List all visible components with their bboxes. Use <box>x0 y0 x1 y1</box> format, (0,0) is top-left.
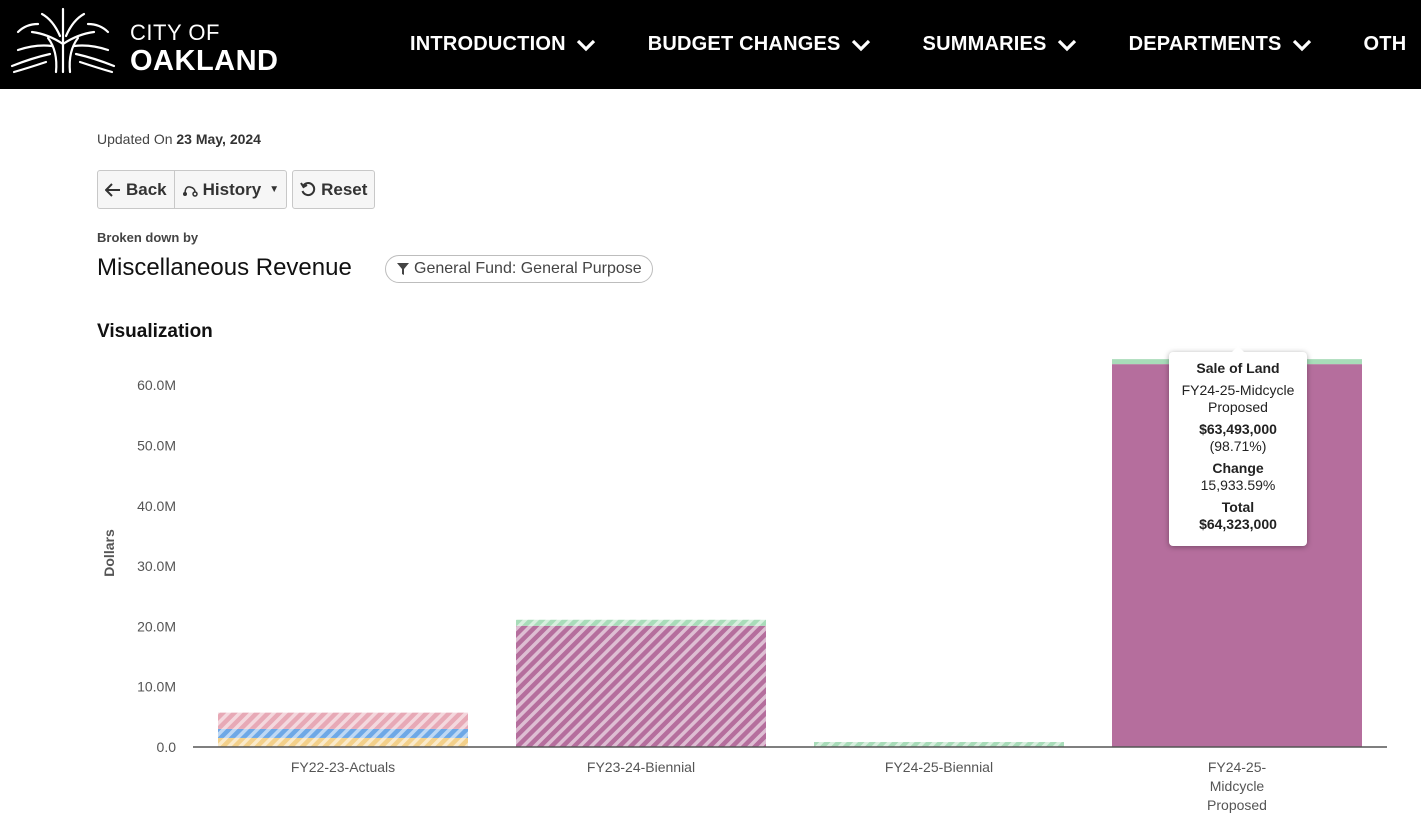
tooltip-change-label: Change <box>1212 460 1264 476</box>
y-tick-label: 10.0M <box>137 679 176 695</box>
filter-icon <box>397 263 409 275</box>
history-route-icon <box>182 185 198 197</box>
y-axis: 0.0 10.0M 20.0M 30.0M 40.0M 50.0M 60.0M <box>137 377 176 755</box>
x-tick-label: FY24-25-Biennial <box>885 759 993 775</box>
tooltip-title: Sale of Land <box>1196 360 1280 376</box>
brand-line-1: CITY OF <box>130 20 220 45</box>
breakdown-title: Miscellaneous Revenue <box>97 254 352 281</box>
x-tick-label: FY24-25- <box>1208 759 1267 775</box>
tooltip-series-line2: Proposed <box>1208 399 1268 415</box>
oak-tree-logo-icon[interactable] <box>8 6 118 74</box>
reset-button-group: Reset <box>292 170 376 209</box>
tooltip-series-line1: FY24-25-Midcycle <box>1181 382 1295 398</box>
toolbar: Back History ▼ Reset <box>97 170 376 209</box>
nav-budget-changes[interactable]: BUDGET CHANGES <box>648 33 871 56</box>
nav-button-group: Back History ▼ <box>97 170 288 209</box>
nav-other-label: OTH <box>1363 33 1407 55</box>
chevron-down-icon <box>1292 39 1311 51</box>
brand-line-2: OAKLAND <box>130 45 279 77</box>
bar-segment[interactable] <box>218 737 468 747</box>
broken-down-label: Broken down by <box>97 230 199 245</box>
y-tick-label: 20.0M <box>137 618 176 634</box>
nav-summaries-label: SUMMARIES <box>922 33 1047 55</box>
y-tick-label: 0.0 <box>157 739 177 755</box>
reset-button[interactable]: Reset <box>293 171 374 208</box>
nav-introduction[interactable]: INTRODUCTION <box>410 33 596 56</box>
x-tick-label: Proposed <box>1207 797 1267 813</box>
back-label: Back <box>126 179 167 199</box>
y-tick-label: 40.0M <box>137 498 176 514</box>
x-tick-label: FY22-23-Actuals <box>291 759 395 775</box>
y-tick-label: 30.0M <box>137 558 176 574</box>
main-nav: INTRODUCTION BUDGET CHANGES SUMMARIES DE… <box>410 0 1421 89</box>
bar-segment[interactable] <box>516 619 766 626</box>
back-button[interactable]: Back <box>98 171 174 208</box>
updated-on: Updated On 23 May, 2024 <box>97 131 261 147</box>
nav-departments[interactable]: DEPARTMENTS <box>1129 33 1312 56</box>
nav-budget-changes-label: BUDGET CHANGES <box>647 33 841 55</box>
reset-label: Reset <box>321 179 368 199</box>
y-tick-label: 60.0M <box>137 377 176 393</box>
x-tick-label: FY23-24-Biennial <box>587 759 695 775</box>
nav-summaries[interactable]: SUMMARIES <box>923 33 1077 56</box>
updated-prefix: Updated On <box>97 131 173 147</box>
chevron-down-icon <box>576 39 595 51</box>
tooltip-amount: $63,493,000 <box>1199 421 1277 437</box>
site-header: CITY OF OAKLAND INTRODUCTION BUDGET CHAN… <box>0 0 1421 89</box>
brand-wordmark[interactable]: CITY OF OAKLAND <box>130 22 279 76</box>
arrow-left-icon <box>105 182 120 197</box>
tooltip-total-label: Total <box>1221 499 1255 515</box>
visualization-title: Visualization <box>97 321 213 342</box>
x-tick-label: Midcycle <box>1210 778 1265 794</box>
bar-segment[interactable] <box>218 728 468 738</box>
nav-introduction-label: INTRODUCTION <box>410 33 566 55</box>
nav-other[interactable]: OTH <box>1364 33 1407 56</box>
history-button[interactable]: History ▼ <box>173 171 286 208</box>
tooltip-percent: (98.71%) <box>1209 438 1267 454</box>
chevron-down-icon <box>851 39 870 51</box>
tooltip-total-value: $64,323,000 <box>1199 516 1277 532</box>
updated-date: 23 May, 2024 <box>176 131 261 147</box>
bar-segment[interactable] <box>516 625 766 747</box>
y-axis-label: Dollars <box>101 529 117 577</box>
filter-pill[interactable]: General Fund: General Purpose <box>385 255 653 283</box>
bar-segment[interactable] <box>814 741 1064 747</box>
bar-tooltip: Sale of Land FY24-25-Midcycle Proposed $… <box>1169 346 1307 546</box>
history-label: History <box>202 179 262 199</box>
nav-departments-label: DEPARTMENTS <box>1128 33 1282 55</box>
caret-down-icon: ▼ <box>269 184 280 195</box>
chevron-down-icon <box>1057 39 1076 51</box>
bar-segment[interactable] <box>218 712 468 729</box>
y-tick-label: 50.0M <box>137 438 176 454</box>
reset-icon <box>300 181 316 196</box>
tooltip-arrow <box>1231 346 1245 353</box>
tooltip-change-value: 15,933.59% <box>1200 477 1276 493</box>
filter-label: General Fund: General Purpose <box>414 260 642 277</box>
x-axis: FY22-23-Actuals FY23-24-Biennial FY24-25-B… <box>291 759 1267 813</box>
